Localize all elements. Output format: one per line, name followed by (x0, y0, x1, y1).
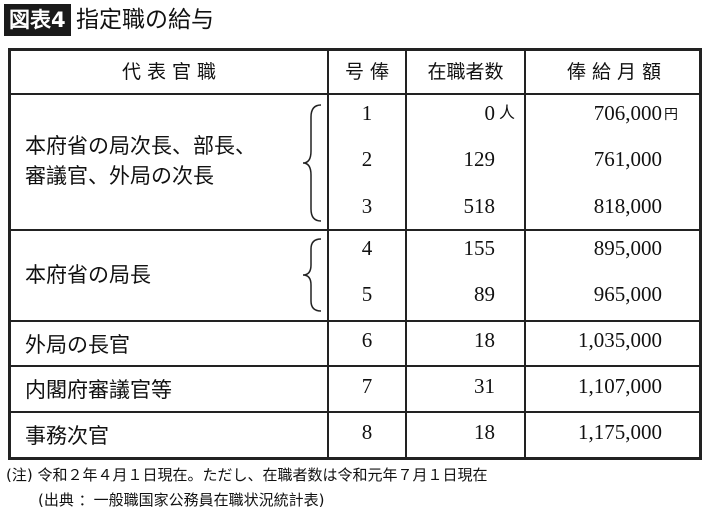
grade-cell: 5 (361, 282, 373, 306)
count-cell: 18 (474, 420, 495, 444)
grade-cell: 2 (361, 147, 373, 171)
divider (11, 365, 699, 367)
count-cell: 89 (474, 282, 495, 306)
divider (405, 51, 407, 457)
header-grade: 号 俸 (344, 61, 390, 83)
grade-cell: 6 (361, 328, 373, 352)
position-label: 本府省の局長 (25, 263, 151, 287)
salary-cell: 965,000 (593, 282, 662, 306)
count-cell: 155 (463, 236, 496, 260)
source-note: (出典 ：一般職国家公務員在職状況統計表) (38, 491, 325, 509)
position-line: 審議官、外局の次長 (25, 164, 214, 188)
footnote: (注) 令和２年４月１日現在。ただし、在職者数は令和元年７月１日現在 (6, 466, 488, 484)
position-label: 本府省の局次長、部長、 審議官、外局の次長 (25, 131, 256, 191)
divider (524, 51, 526, 457)
count-cell: 518 (463, 194, 496, 218)
count-cell: 0 (484, 101, 496, 125)
salary-cell: 761,000 (593, 147, 662, 171)
salary-cell: 1,107,000 (578, 374, 662, 398)
divider (11, 411, 699, 413)
salary-cell: 706,000 (593, 101, 662, 125)
divider (11, 229, 699, 231)
grade-cell: 1 (361, 101, 373, 125)
figure-title: 指定職の給与 (76, 7, 214, 33)
divider (11, 93, 699, 95)
brace-icon (302, 104, 322, 222)
position-label: 事務次官 (25, 424, 109, 448)
divider (11, 320, 699, 322)
salary-cell: 895,000 (593, 236, 662, 260)
brace-icon (302, 238, 322, 312)
divider (327, 51, 329, 457)
grade-cell: 3 (361, 194, 373, 218)
salary-cell: 818,000 (593, 194, 662, 218)
grade-cell: 8 (361, 420, 373, 444)
position-label: 外局の長官 (25, 333, 130, 357)
header-position: 代 表 官 職 (121, 61, 217, 83)
header-salary: 俸 給 月 額 (566, 61, 662, 83)
salary-cell: 1,175,000 (578, 420, 662, 444)
count-cell: 31 (474, 374, 495, 398)
count-cell: 18 (474, 328, 495, 352)
salary-cell: 1,035,000 (578, 328, 662, 352)
figure-badge: 図表4 (4, 4, 71, 36)
position-line: 本府省の局次長、部長、 (25, 134, 256, 158)
salary-table: 代 表 官 職 号 俸 在職者数 俸 給 月 額 本府省の局次長、部長、 審議官… (8, 48, 702, 460)
count-cell: 129 (463, 147, 496, 171)
salary-unit: 円 (664, 107, 678, 123)
header-count: 在職者数 (427, 61, 504, 83)
count-unit: 人 (499, 103, 516, 122)
grade-cell: 4 (361, 236, 373, 260)
position-label: 内閣府審議官等 (25, 378, 172, 402)
grade-cell: 7 (361, 374, 373, 398)
